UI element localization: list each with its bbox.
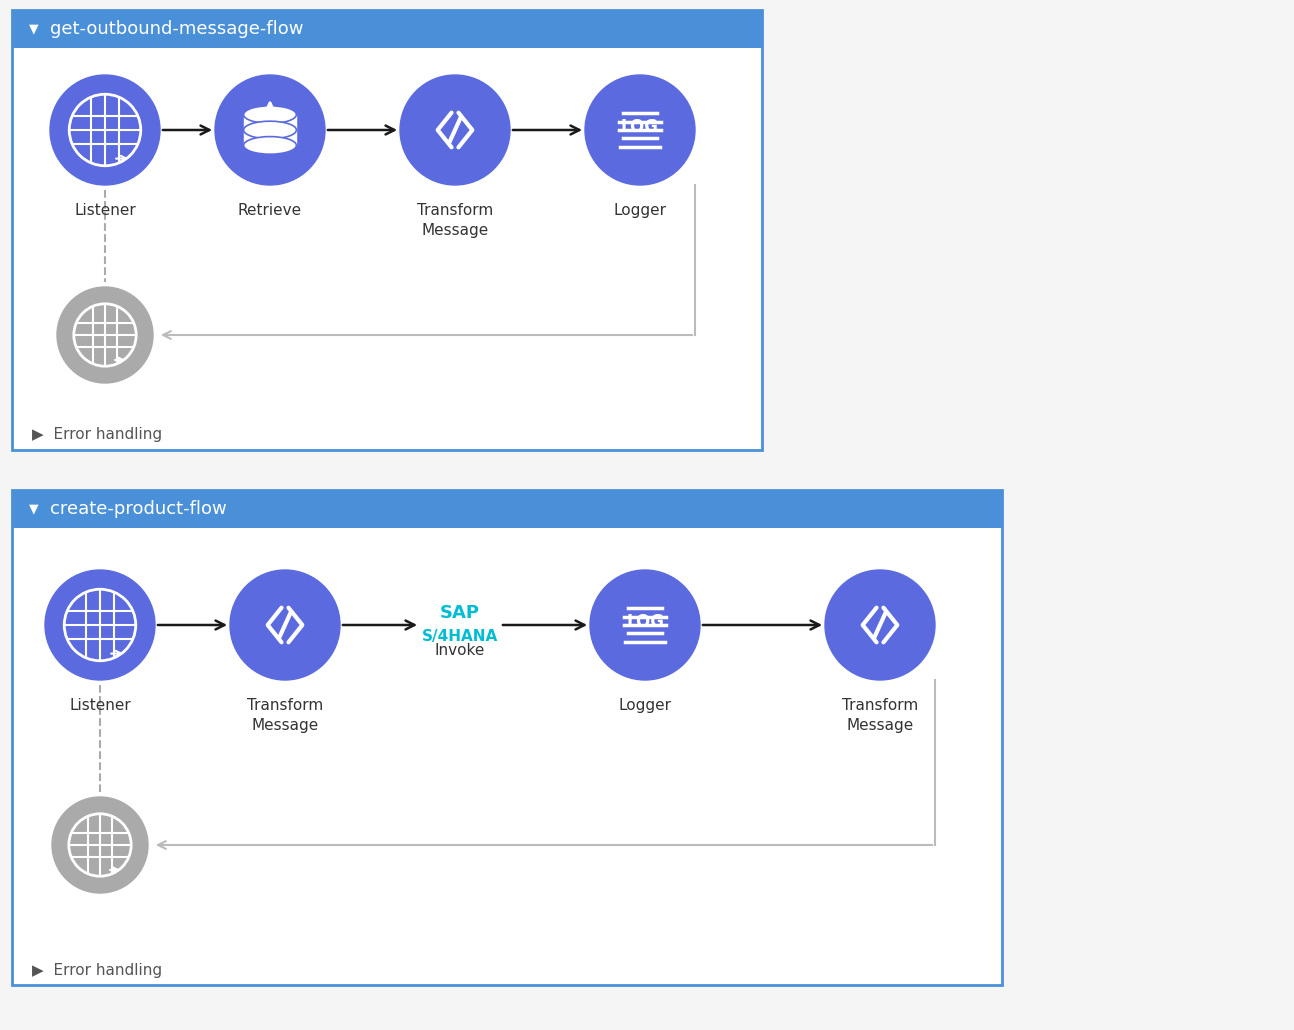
Circle shape — [215, 75, 325, 185]
Text: ▼: ▼ — [30, 23, 39, 35]
Circle shape — [400, 75, 510, 185]
Text: Retrieve: Retrieve — [238, 203, 302, 218]
Circle shape — [826, 570, 936, 680]
Bar — [12, 10, 762, 48]
Text: Listener: Listener — [74, 203, 136, 218]
Text: ▶  Error handling: ▶ Error handling — [32, 427, 162, 443]
Circle shape — [50, 75, 160, 185]
Text: Logger: Logger — [619, 698, 672, 713]
Text: ▼: ▼ — [30, 503, 39, 515]
Bar — [12, 10, 762, 450]
Text: SAP: SAP — [440, 604, 480, 622]
Ellipse shape — [243, 106, 296, 124]
Ellipse shape — [243, 122, 296, 139]
Text: create-product-flow: create-product-flow — [50, 500, 226, 518]
Ellipse shape — [243, 137, 296, 154]
Bar — [12, 490, 1002, 528]
Text: Transform
Message: Transform Message — [842, 698, 919, 732]
Text: Listener: Listener — [69, 698, 131, 713]
Text: LOG: LOG — [621, 118, 659, 136]
Circle shape — [230, 570, 340, 680]
Text: LOG: LOG — [626, 613, 664, 631]
Text: get-outbound-message-flow: get-outbound-message-flow — [50, 20, 304, 38]
Text: ▶  Error handling: ▶ Error handling — [32, 962, 162, 977]
Circle shape — [585, 75, 695, 185]
Text: Transform
Message: Transform Message — [417, 203, 493, 238]
Text: Transform
Message: Transform Message — [247, 698, 324, 732]
Circle shape — [57, 287, 153, 383]
Text: Invoke: Invoke — [435, 643, 485, 658]
Circle shape — [52, 797, 148, 893]
Text: S/4HANA: S/4HANA — [422, 629, 498, 645]
Bar — [243, 114, 296, 145]
Circle shape — [45, 570, 155, 680]
Circle shape — [590, 570, 700, 680]
Text: Logger: Logger — [613, 203, 666, 218]
Bar — [12, 490, 1002, 985]
